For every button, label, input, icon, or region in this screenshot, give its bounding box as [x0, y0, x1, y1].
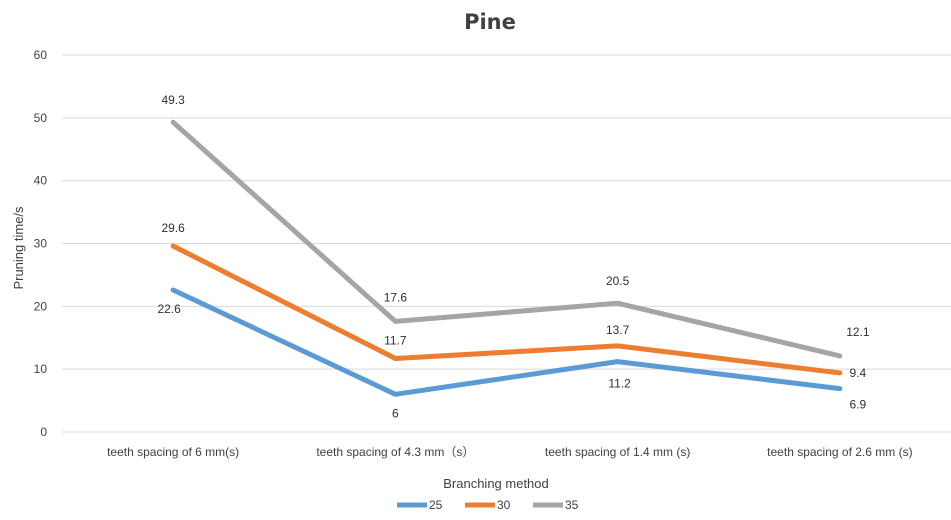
y-tick-label: 60	[34, 48, 48, 62]
data-label: 13.7	[606, 323, 630, 337]
y-tick-label: 20	[34, 299, 48, 313]
data-label: 6.9	[850, 398, 867, 412]
y-tick-label: 0	[40, 425, 47, 439]
chart-title: Pine	[464, 10, 516, 34]
x-tick-label: teeth spacing of 4.3 mm（s）	[316, 445, 474, 459]
data-label: 6	[392, 406, 399, 420]
y-axis-ticks: 0 10 20 30 40 50 60	[34, 48, 48, 439]
legend: 25 30 35	[397, 498, 579, 512]
x-axis-title: Branching method	[443, 476, 549, 491]
data-label: 49.3	[161, 93, 185, 107]
x-tick-label: teeth spacing of 2.6 mm (s)	[767, 445, 912, 459]
legend-label: 25	[429, 498, 443, 512]
series-line-30	[170, 243, 843, 376]
x-tick-label: teeth spacing of 6 mm(s)	[107, 445, 239, 459]
data-label: 17.6	[384, 290, 408, 304]
y-tick-label: 50	[34, 111, 48, 125]
y-axis-title: Pruning time/s	[11, 206, 26, 290]
data-label: 9.4	[850, 366, 867, 380]
data-label: 11.7	[384, 333, 407, 347]
y-tick-label: 10	[34, 362, 48, 376]
data-label: 22.6	[157, 302, 181, 316]
data-label: 11.2	[608, 377, 631, 391]
x-axis-ticks: teeth spacing of 6 mm(s) teeth spacing of…	[107, 445, 912, 459]
data-label: 12.1	[846, 325, 870, 339]
data-label: 20.5	[606, 274, 630, 288]
y-tick-label: 30	[34, 237, 48, 251]
data-labels: 22.6 6 11.2 6.9 29.6 11.7 13.7 9.4 49.3 17.6 20.5 1…	[157, 93, 869, 420]
data-label: 29.6	[161, 221, 185, 235]
x-tick-label: teeth spacing of 1.4 mm (s)	[545, 445, 690, 459]
series-line-35	[170, 119, 843, 359]
legend-label: 30	[497, 498, 511, 512]
legend-label: 35	[565, 498, 579, 512]
series-line-25	[170, 287, 843, 397]
series-lines	[170, 119, 843, 397]
y-tick-label: 40	[34, 174, 48, 188]
